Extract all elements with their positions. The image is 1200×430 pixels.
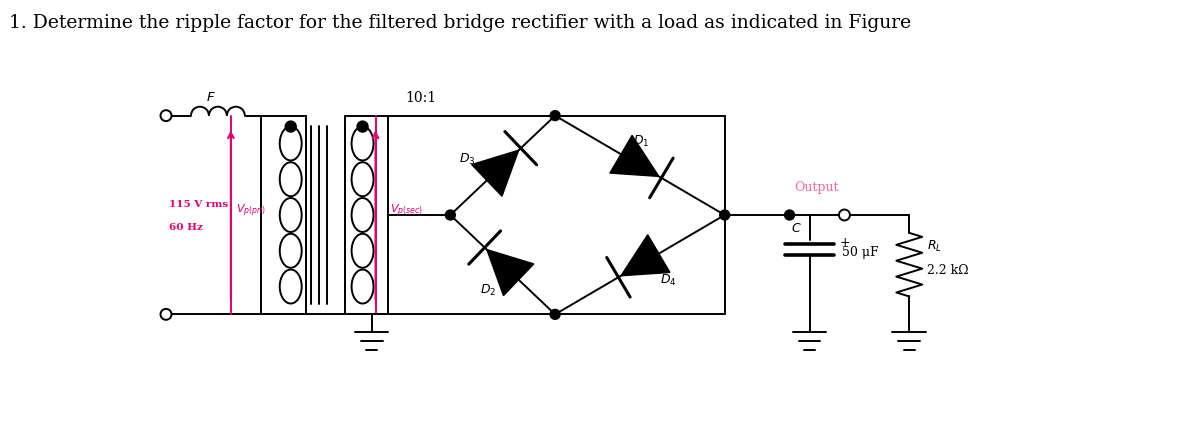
Text: 115 V rms: 115 V rms (169, 199, 228, 208)
Polygon shape (620, 235, 670, 276)
Text: +: + (840, 236, 850, 249)
Text: 50 μF: 50 μF (842, 245, 880, 258)
Polygon shape (610, 136, 659, 177)
Text: $D_4$: $D_4$ (660, 272, 677, 288)
Text: $V_{p(sec)}$: $V_{p(sec)}$ (390, 203, 424, 219)
Circle shape (550, 111, 560, 121)
Circle shape (785, 211, 794, 221)
Text: $C$: $C$ (791, 222, 802, 235)
Circle shape (550, 310, 560, 319)
Circle shape (839, 210, 850, 221)
Polygon shape (487, 250, 534, 296)
Polygon shape (472, 151, 518, 197)
Circle shape (445, 211, 455, 221)
Text: $R_L$: $R_L$ (928, 238, 942, 253)
Text: 2.2 kΩ: 2.2 kΩ (928, 263, 968, 276)
Text: $D_3$: $D_3$ (460, 151, 476, 166)
Circle shape (358, 122, 368, 133)
Circle shape (286, 122, 296, 133)
Text: $D_2$: $D_2$ (480, 283, 496, 298)
Circle shape (161, 111, 172, 122)
Text: 1. Determine the ripple factor for the filtered bridge rectifier with a load as : 1. Determine the ripple factor for the f… (10, 14, 912, 32)
Circle shape (720, 211, 730, 221)
Text: $D_1$: $D_1$ (634, 134, 649, 149)
Circle shape (161, 309, 172, 320)
Text: $F$: $F$ (206, 90, 216, 104)
Text: 60 Hz: 60 Hz (169, 223, 203, 232)
Text: 10:1: 10:1 (404, 90, 436, 104)
Text: Output: Output (794, 181, 839, 194)
Text: $V_{p(pri)}$: $V_{p(pri)}$ (236, 203, 266, 219)
